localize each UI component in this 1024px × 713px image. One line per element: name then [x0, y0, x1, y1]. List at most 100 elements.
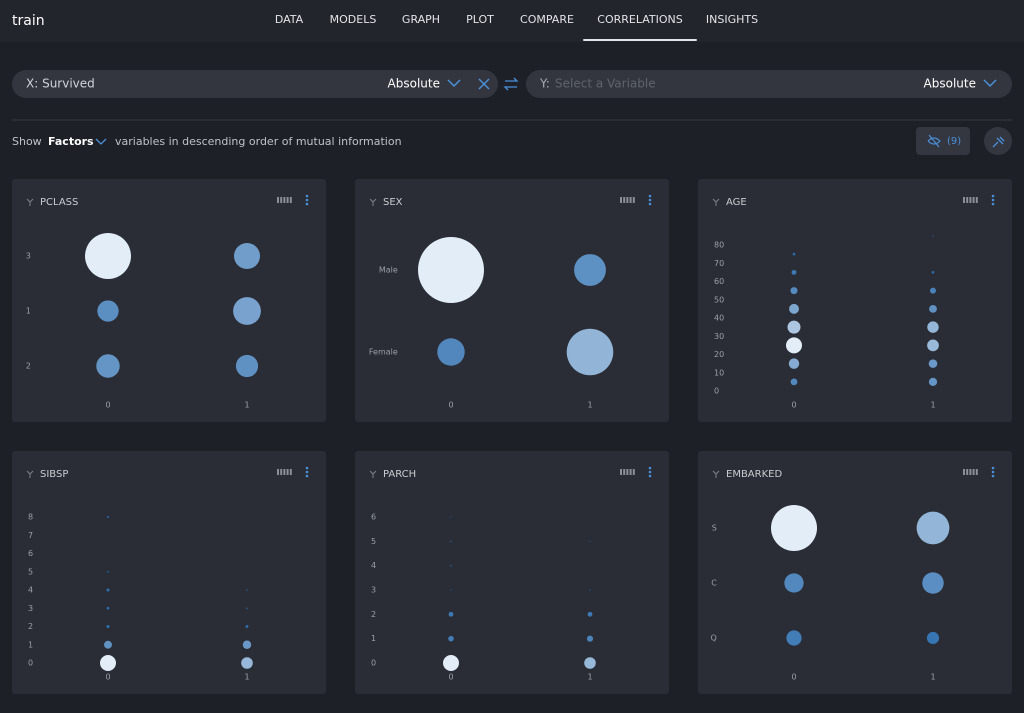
size-icon [277, 197, 279, 203]
x-mode[interactable]: Absolute [388, 77, 440, 91]
nav-item[interactable]: COMPARE [520, 13, 574, 26]
x-tick-label: 0 [448, 401, 453, 410]
y-tick-label: 60 [714, 277, 724, 286]
chevron[interactable] [95, 138, 107, 145]
panel-bg [355, 179, 669, 422]
chevron[interactable] [447, 79, 461, 88]
menu-dot [305, 466, 309, 470]
menu-dot [648, 474, 652, 478]
size-icon [626, 197, 629, 203]
y-tick-label: 20 [714, 350, 724, 359]
bubble [922, 572, 944, 594]
bubble [928, 359, 938, 368]
size-icon [966, 197, 969, 203]
description: variables in descending order of mutual … [115, 135, 402, 148]
chart-title: SIBSP [40, 469, 68, 480]
chart-title: SEX [383, 197, 403, 208]
factor-icon [26, 470, 34, 478]
bubble [790, 378, 798, 386]
menu-dot [991, 474, 995, 478]
eye-icon [927, 134, 941, 148]
bubble [246, 589, 248, 591]
menu-button[interactable] [991, 466, 995, 478]
y-tick-label: 2 [371, 610, 376, 619]
size-icon [280, 197, 283, 203]
x-tick-label: 1 [244, 401, 249, 410]
menu-dot [305, 474, 309, 478]
size-icon [972, 197, 975, 203]
bubble [450, 540, 452, 543]
panel-bg [355, 451, 669, 694]
bubble [584, 657, 596, 669]
bubble [928, 377, 938, 386]
bubble [792, 252, 796, 256]
size-icon [975, 469, 978, 475]
bubble [930, 287, 936, 294]
x-selector[interactable] [12, 70, 498, 98]
chevron[interactable] [983, 79, 997, 88]
bubble [786, 337, 802, 354]
y-tick-label: 2 [26, 362, 31, 371]
size-icon [623, 469, 626, 475]
bubble [450, 564, 452, 567]
bubble [784, 573, 804, 593]
bubble [789, 303, 799, 314]
chart-title: EMBARKED [726, 469, 782, 480]
swap-icon[interactable] [503, 77, 519, 91]
menu-button[interactable] [305, 466, 309, 478]
nav-item[interactable]: CORRELATIONS [597, 13, 682, 26]
pin-button[interactable] [984, 127, 1012, 155]
size-icon [963, 469, 965, 475]
active-underline [583, 39, 697, 41]
bubble [932, 235, 934, 237]
x-tick-label: 1 [930, 401, 935, 410]
menu-button[interactable] [648, 194, 652, 206]
menu-button[interactable] [305, 194, 309, 206]
size-icon [632, 469, 635, 475]
menu-dot [991, 466, 995, 470]
bubble [787, 320, 801, 334]
nav-item[interactable]: MODELS [330, 13, 377, 26]
y-tick-label: 6 [371, 513, 376, 522]
bubble [589, 589, 591, 591]
size-icon [632, 197, 635, 203]
bubble [235, 354, 259, 378]
y-tick-label: C [711, 579, 717, 588]
clear-icon[interactable] [478, 78, 490, 90]
y-tick-label: 4 [28, 586, 33, 595]
factors-select[interactable]: Factors [48, 135, 94, 148]
x-tick-label: 1 [244, 673, 249, 682]
y-mode[interactable]: Absolute [924, 77, 976, 91]
bubble [443, 655, 459, 671]
size-icon [289, 469, 292, 475]
bubble [106, 624, 110, 629]
bubble [450, 589, 452, 591]
nav-item[interactable]: INSIGHTS [706, 13, 758, 26]
factor-icon [712, 198, 720, 206]
show-label: Show [12, 135, 42, 148]
menu-button[interactable] [991, 194, 995, 206]
bubble [790, 287, 798, 295]
nav-item[interactable]: DATA [275, 13, 304, 26]
chart-title: PARCH [383, 469, 416, 480]
bubble [448, 635, 454, 642]
x-tick-label: 0 [448, 673, 453, 682]
nav-item[interactable]: GRAPH [402, 13, 440, 26]
size-icon [620, 469, 622, 475]
size-icon [963, 197, 965, 203]
hidden-button[interactable] [916, 127, 970, 155]
menu-button[interactable] [648, 466, 652, 478]
menu-dot [305, 194, 309, 198]
size-icon [283, 469, 286, 475]
y-tick-label: 80 [714, 241, 724, 250]
y-tick-label: Q [711, 634, 717, 643]
y-selector[interactable] [526, 70, 1012, 98]
bubble [246, 607, 248, 610]
nav-item[interactable]: PLOT [466, 13, 494, 26]
y-tick-label: 8 [28, 513, 33, 522]
bubble [926, 631, 940, 645]
bubble [786, 630, 802, 646]
bubble [587, 611, 593, 617]
bubble [106, 606, 110, 610]
bubble [586, 635, 594, 642]
